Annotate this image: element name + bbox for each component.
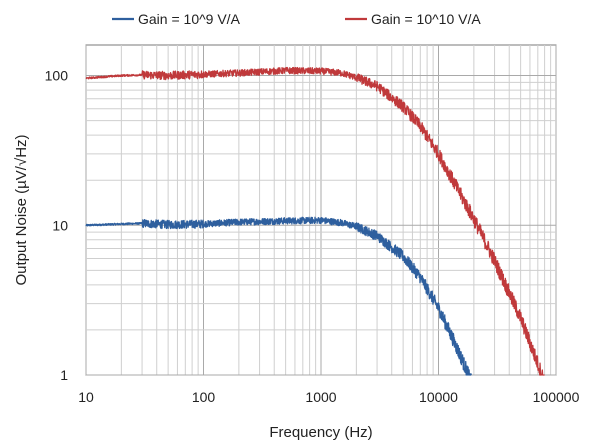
y-tick-label: 1 bbox=[60, 367, 68, 383]
x-tick-label: 10000 bbox=[419, 389, 458, 405]
x-axis: 10 100 1000 10000 100000 bbox=[78, 389, 579, 405]
series-line-2 bbox=[85, 66, 545, 376]
series-layer bbox=[85, 66, 545, 376]
x-axis-label: Frequency (Hz) bbox=[269, 424, 372, 441]
grid bbox=[85, 45, 557, 376]
x-tick-label: 100 bbox=[192, 389, 216, 405]
x-tick-label: 10 bbox=[78, 389, 94, 405]
y-tick-label: 100 bbox=[45, 68, 69, 84]
x-tick-label: 100000 bbox=[533, 389, 580, 405]
x-tick-label: 1000 bbox=[305, 389, 336, 405]
legend-label-2: Gain = 10^10 V/A bbox=[371, 11, 481, 27]
series-line-1 bbox=[85, 216, 472, 376]
y-axis: 1 10 100 bbox=[45, 68, 69, 383]
legend-label-1: Gain = 10^9 V/A bbox=[138, 11, 241, 27]
y-axis-label: Output Noise (µV/√Hz) bbox=[13, 134, 30, 285]
legend: Gain = 10^9 V/A Gain = 10^10 V/A bbox=[112, 11, 481, 27]
y-tick-label: 10 bbox=[52, 217, 68, 233]
